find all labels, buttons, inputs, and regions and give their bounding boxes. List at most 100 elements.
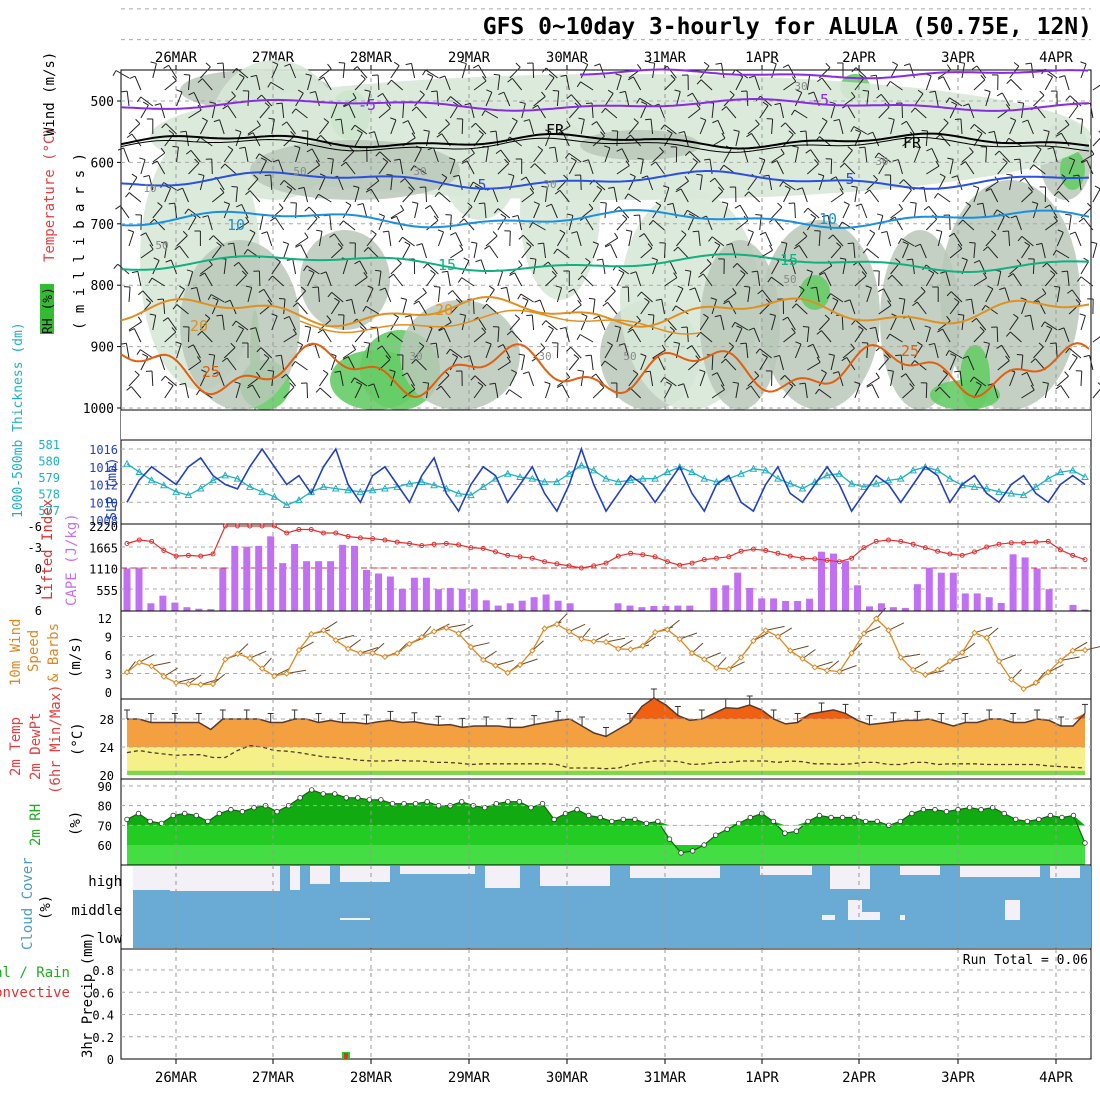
wind-barb [319,68,332,79]
wind-barb-flag [696,103,701,110]
wind-barb-flag [780,148,785,155]
wind-barb [624,91,630,107]
wind-barb-flag [957,243,963,249]
cape-bar [566,603,574,611]
wind-barb-flag [497,344,504,348]
wind-barb-flag [951,101,957,105]
wind-barb [779,355,784,371]
wind-barb-flag [648,61,655,64]
wind-barb-flag [607,341,613,346]
wind-barb [1010,79,1022,91]
wind-barb [354,384,363,399]
cloud-level-high: high [88,874,122,890]
wind-barb [247,178,259,191]
wind-barb-flag [231,91,236,97]
wind-barb-flag [1022,119,1028,123]
wind-barb-flag [935,229,942,232]
wind-barb-flag [1030,358,1036,363]
wind-barb-flag [495,149,502,155]
cape-bar [159,595,167,611]
wind-barb [345,161,356,175]
wind-barb [199,175,205,191]
isotherm-5 [120,170,1090,190]
wind-barb [616,75,622,91]
wind-barb [739,204,749,219]
wind-barb [235,77,245,91]
wind-barb-flag [484,245,490,250]
wind-barb [252,132,261,147]
wind-barb-flag [197,78,203,83]
precip-axis: 0.80.60.40.20 [92,964,114,1067]
wind-barb [200,264,213,275]
wind-barb [956,175,963,191]
wind-barb-flag [473,64,479,69]
wind-barb [440,385,451,399]
dewpoint-line [126,744,1086,770]
wind-barb [486,303,499,315]
wind-barb-flag [316,229,323,232]
wind-barb [801,187,808,203]
wind-barb [545,77,555,91]
wind-barb-flag [887,274,893,280]
wind-barb-flag [576,81,581,88]
wind-barb [289,63,297,79]
wind-barb-flag [696,173,703,176]
wind-barb [805,131,808,147]
wind-barb-flag [493,208,499,214]
wind-barb-flag [157,202,163,207]
wind-speed-point [406,640,413,648]
wind-barb-flag [721,132,726,139]
wind-barb [985,288,994,303]
wind-barb [1019,159,1022,175]
wind-barb-flag [836,242,842,248]
wind-barb [425,69,439,79]
wind-speed-point [602,638,610,646]
wind-barb [342,204,352,219]
isotherm-freezing-secondary [120,137,1090,153]
wind-barb-flag [576,334,581,340]
wind-barb-flag [250,74,257,78]
wind-barb [317,287,320,303]
wind10m-barb [335,634,355,641]
wind-barb-flag [951,175,958,179]
rh-point [586,812,592,819]
wind-barb [461,277,475,287]
wind-speed-point [872,615,880,622]
wind-barb-flag [482,75,487,82]
wind-speed-point [737,654,745,661]
wind-speed-point [467,643,475,651]
wind-barb [953,233,963,247]
wind-speed-point [222,656,229,663]
wind-barb [806,163,819,175]
wind-barb-flag [522,371,529,375]
thickness-point [381,484,389,492]
rh-point [309,787,315,793]
wind-barb-flag [295,244,301,248]
wind-barb [787,316,796,331]
lifted-index-point [836,559,842,565]
wind-barb [426,327,433,343]
wind-barb-flag [447,316,452,323]
wind-barb-flag [965,201,971,207]
wind-barb-flag [459,218,465,224]
wind-barb [259,106,270,119]
wind-barb-flag [113,263,119,270]
cape-bar [183,607,191,611]
slp-series [123,446,1089,513]
lifted-index-point [394,539,400,545]
wind-barb [1033,293,1047,303]
wind-tick-label: 12 [98,612,112,626]
wind-barb [354,377,368,387]
wind-barb [402,244,411,259]
wind-barb [159,355,166,371]
wind-barb [452,290,463,303]
wind-barb [295,108,308,119]
wind-barb [639,97,653,107]
wind-barb-flag [541,67,547,73]
rh-point [205,818,211,825]
wind-barb [497,361,511,371]
wind-barb [164,80,177,91]
isotherm-label: 30 [538,350,551,363]
rh-point [816,812,823,819]
cape-bar [147,603,155,611]
